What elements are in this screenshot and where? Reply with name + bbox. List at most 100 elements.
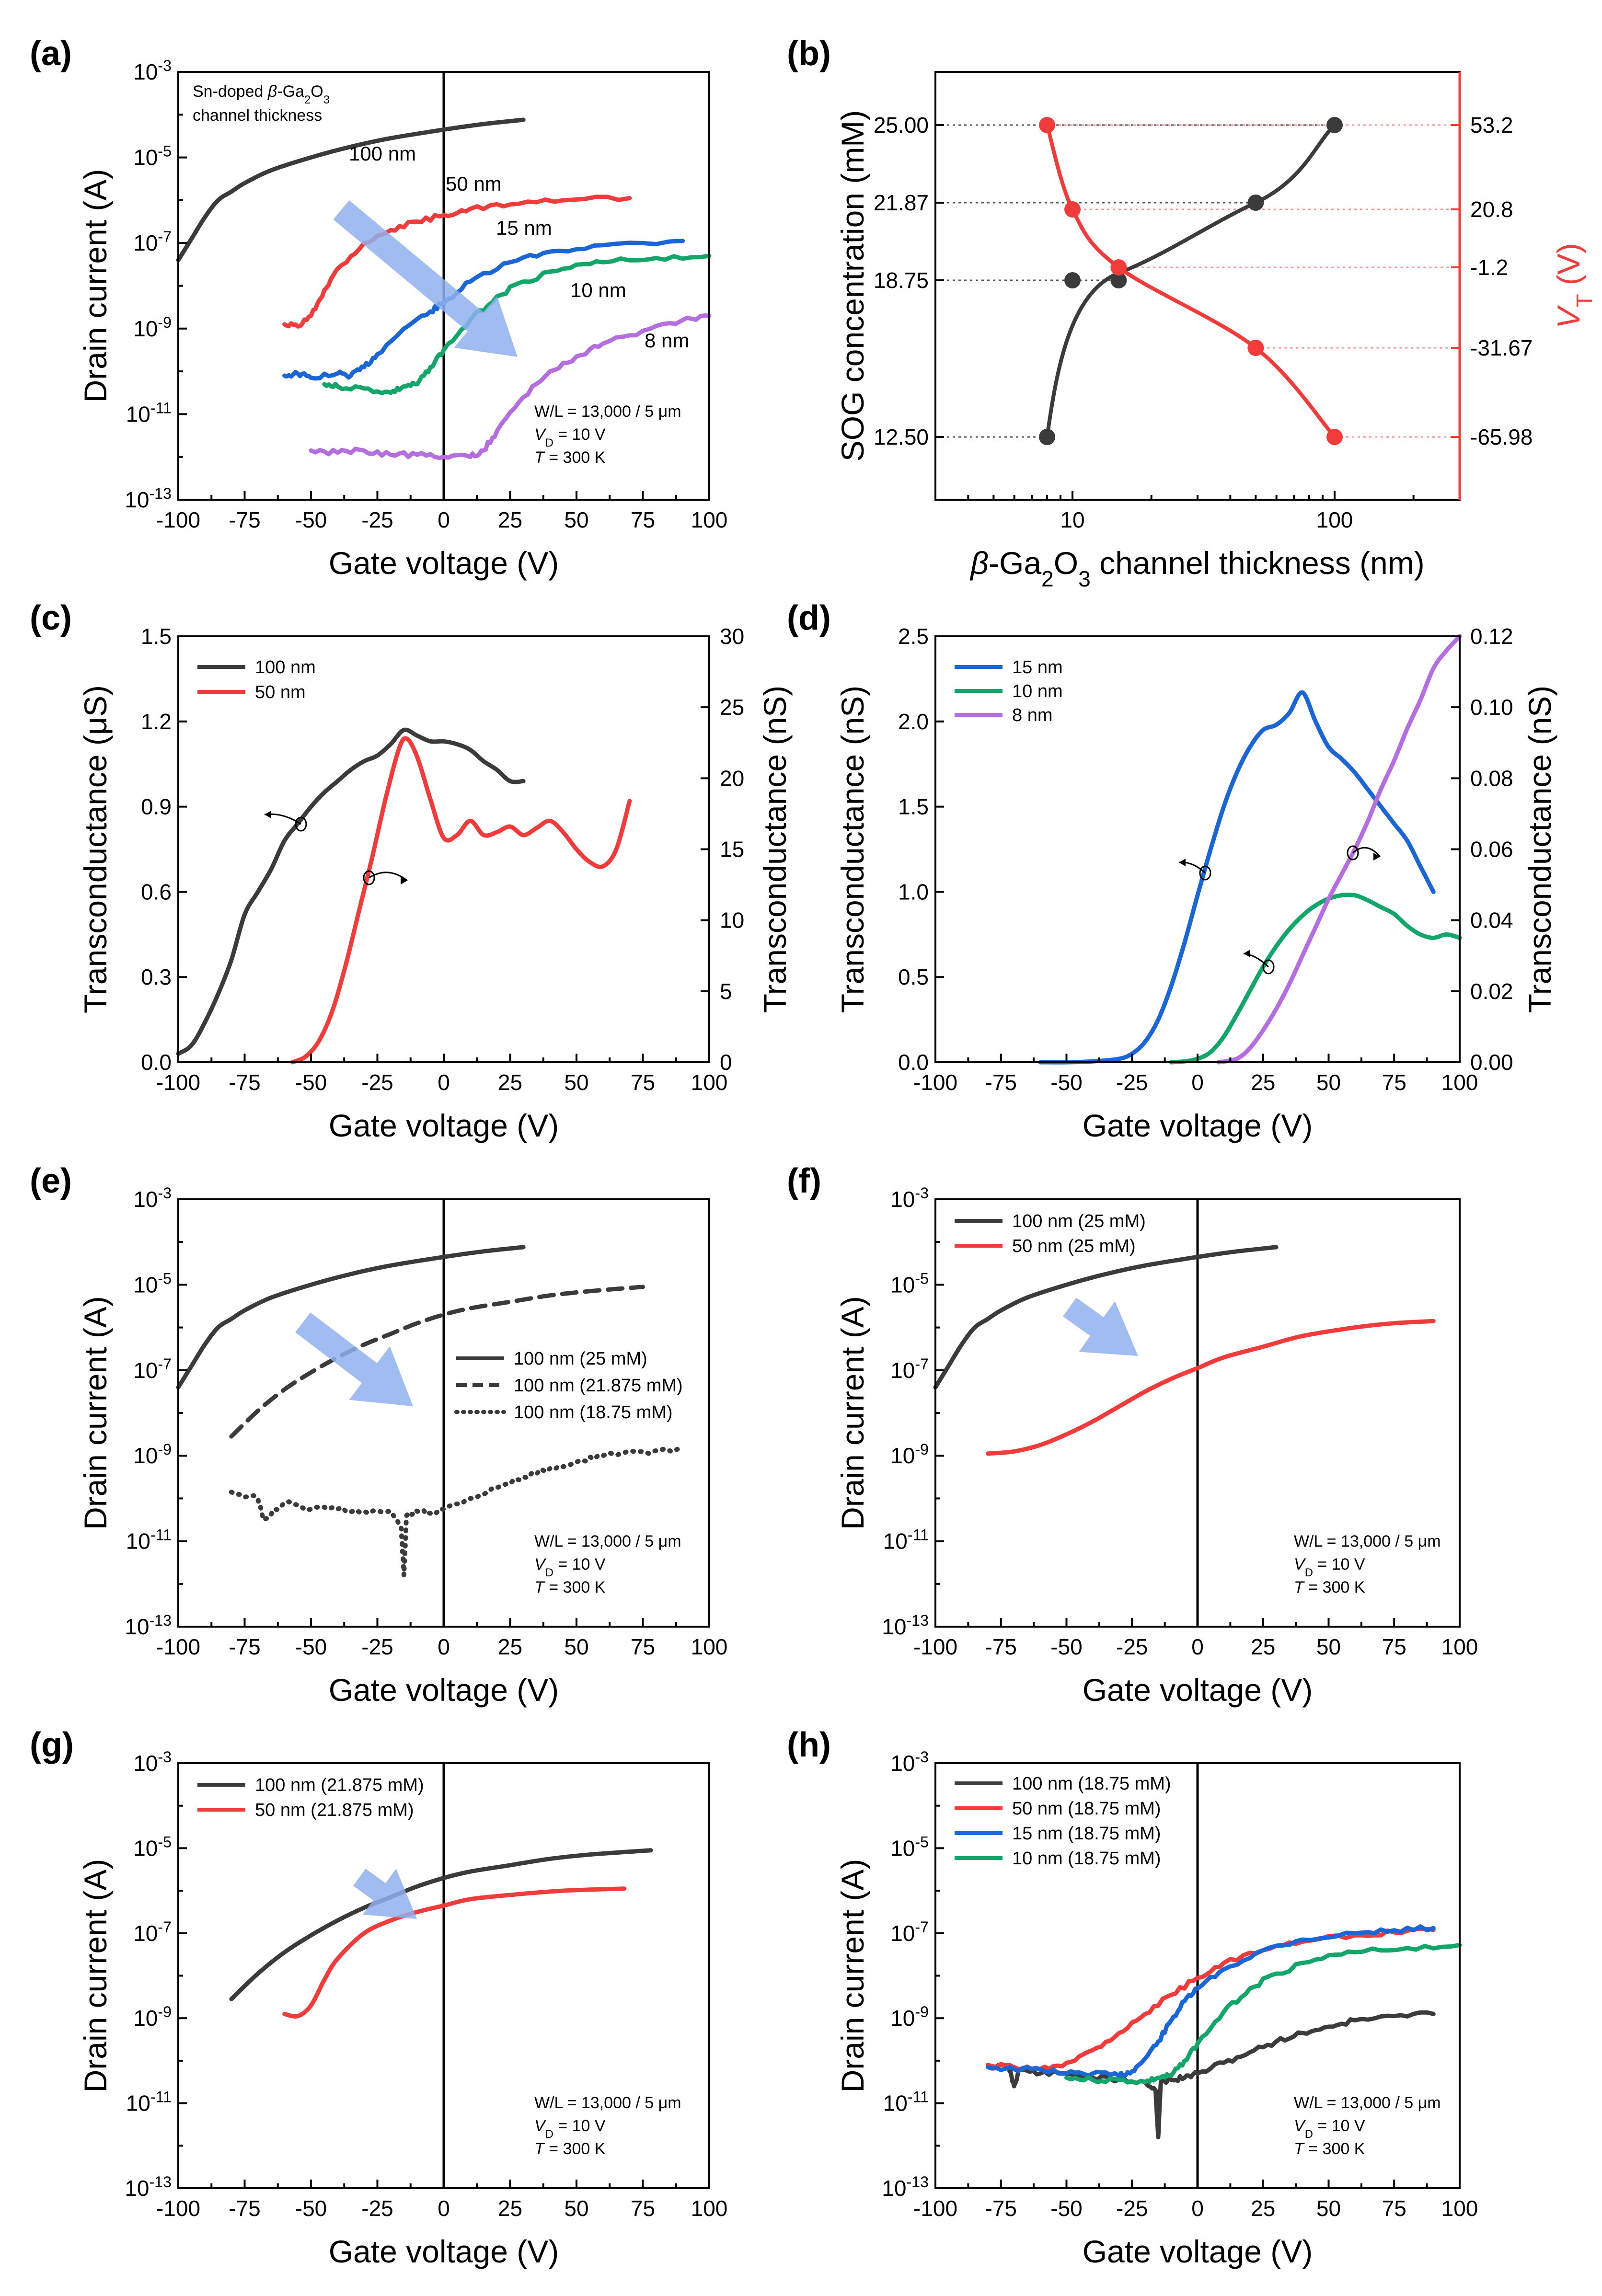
series-line-d: [1038, 690, 1436, 1065]
panel-label-f: (f): [787, 1162, 821, 1200]
y-right-tick-label-b: 53.2: [1470, 113, 1513, 138]
legend-item-h: 100 nm (18.75 mM): [1012, 1774, 1171, 1794]
legend-item-g: 50 nm (21.875 mM): [255, 1800, 414, 1820]
y-right-tick-label-d: 0.10: [1470, 695, 1513, 720]
x-tick-label-d: -25: [1116, 1070, 1148, 1095]
panel-label-b: (b): [787, 34, 831, 73]
axis-pointer-c-left: [295, 816, 307, 832]
y-axis-label-left-a: Drain current (A): [78, 169, 113, 403]
y-tick-label-g: 10-9: [133, 2003, 172, 2031]
y-tick-label-h-part: 10: [890, 1836, 915, 1860]
conditions-e: VD = 10 V: [534, 1555, 606, 1579]
series-line-c: [290, 736, 632, 1065]
y-right-tick-label-d: 0.00: [1470, 1050, 1513, 1075]
y-tick-label-e-part: 10: [133, 1443, 158, 1468]
y-tick-label-g-part: 10: [133, 2006, 158, 2031]
conditions-h-part: T: [1294, 2140, 1305, 2158]
annotation-a-part: O: [311, 82, 323, 101]
conditions-a-part: T: [534, 448, 545, 467]
y-axis-label-right-b-part: (V): [1551, 243, 1586, 294]
panel-label-h: (h): [787, 1726, 831, 1764]
y-tick-label-d: 1.0: [898, 879, 929, 904]
y-tick-label-a-part: 10: [133, 230, 158, 255]
conditions-e-part: D: [545, 1566, 553, 1579]
y-tick-label-e-part: -13: [149, 1612, 172, 1629]
x-tick-label-f: -100: [913, 1634, 957, 1659]
panel-c: -100 -75 -50 -25 0 25 50 75 1000.00.30.60.91.21.…: [30, 599, 793, 1143]
x-tick-label-c: 25: [498, 1070, 522, 1095]
y-axis-label-right-b-part: T: [1572, 294, 1597, 308]
y-tick-label-c: 1.2: [141, 709, 172, 734]
y-tick-label-f-part: 10: [890, 1443, 915, 1468]
y-tick-label-g-part: 10: [126, 2091, 150, 2116]
y-tick-label-f-part: 10: [882, 1614, 906, 1639]
y-tick-label-f: 10-3: [890, 1184, 929, 1212]
panel-e: -100 -75 -50 -25 0 25 50 75 10010-1310-1110-910-…: [30, 1162, 727, 1708]
legend-item-c: 100 nm: [255, 657, 316, 677]
y-tick-label-f-part: 10: [890, 1272, 915, 1297]
y-tick-label-f-part: -13: [906, 1612, 929, 1629]
conditions-a-part: = 300 K: [544, 448, 606, 467]
x-tick-label-a: 25: [498, 507, 522, 532]
y-tick-label-g: 10-11: [126, 2089, 172, 2116]
x-tick-label-g: -25: [361, 2196, 393, 2221]
x-tick-label-a: -100: [156, 507, 200, 532]
x-tick-label-g: 0: [438, 2196, 450, 2221]
x-tick-label-e: 100: [691, 1634, 728, 1659]
series-line-e: [176, 1245, 526, 1389]
x-axis-label-b: β-Ga2O3 channel thickness (nm): [969, 545, 1424, 591]
conditions-g-part: = 300 K: [544, 2140, 606, 2158]
y-right-tick-label-d: 0.02: [1470, 979, 1513, 1004]
y-tick-label-a-part: 10: [125, 487, 149, 512]
x-tick-label-g: 100: [691, 2196, 728, 2221]
y-right-tick-label-c: 25: [720, 695, 744, 720]
x-tick-label-c: -100: [156, 1070, 200, 1095]
x-tick-label-d: 25: [1251, 1070, 1275, 1095]
y-tick-label-g-part: 10: [125, 2176, 149, 2201]
x-tick-label-c: 100: [691, 1070, 728, 1095]
y-right-tick-label-c: 0: [720, 1050, 732, 1075]
x-tick-label-h: 0: [1191, 2196, 1204, 2221]
y-right-tick-label-d: 0.12: [1470, 624, 1513, 649]
x-tick-label-e: -100: [156, 1634, 200, 1659]
y-axis-label-left-h-part: Drain current (A): [835, 1859, 870, 2093]
y-tick-label-f: 10-7: [890, 1355, 929, 1383]
y-axis-label-left-a-part: Drain current (A): [78, 169, 113, 403]
x-tick-label-a: -25: [361, 507, 393, 532]
y-axis-label-left-h: Drain current (A): [835, 1859, 870, 2093]
y-tick-label-h-part: -11: [908, 2089, 929, 2106]
y-tick-label-a-part: -9: [158, 314, 172, 331]
y-right-tick-label-c: 10: [720, 908, 744, 933]
y-tick-label-d: 0.0: [898, 1050, 929, 1075]
conditions-h-part: = 300 K: [1304, 2140, 1365, 2158]
series-line-e: [229, 1446, 680, 1578]
y-tick-label-e-part: -11: [150, 1527, 172, 1544]
conditions-e-part: T: [534, 1578, 545, 1596]
y-tick-label-g: 10-7: [133, 1918, 172, 1946]
x-axis-label-b-part: -Ga: [989, 545, 1041, 581]
x-tick-label-d: -50: [1050, 1070, 1082, 1095]
conditions-a: T = 300 K: [534, 448, 606, 467]
legend-item-h: 15 nm (18.75 mM): [1012, 1824, 1161, 1844]
panel-h: -100 -75 -50 -25 0 25 50 75 10010-1310-1110-910-…: [787, 1726, 1478, 2269]
annotation-a-part: β: [267, 82, 277, 101]
y-tick-label-g-part: -3: [158, 1748, 172, 1766]
conditions-g-part: = 10 V: [553, 2117, 606, 2135]
legend-item-f: 50 nm (25 mM): [1012, 1236, 1136, 1256]
y-tick-label-e-part: -9: [158, 1441, 172, 1458]
y-tick-label-h: 10-9: [890, 2003, 929, 2031]
x-tick-label-e: -25: [361, 1634, 393, 1659]
conditions-h-part: V: [1294, 2117, 1306, 2135]
conditions-f-part: D: [1305, 1566, 1313, 1579]
y-tick-label-c: 0.9: [141, 794, 172, 819]
y-axis-label-right-d: Transconductance (nS): [1522, 686, 1557, 1013]
conditions-g: W/L = 13,000 / 5 μm: [534, 2094, 681, 2112]
x-tick-label-c: -50: [295, 1070, 327, 1095]
conditions-f-part: T: [1294, 1578, 1305, 1596]
conditions-e: T = 300 K: [534, 1578, 606, 1596]
axis-pointer-head-d-green: [1244, 950, 1250, 957]
conditions-a: VD = 10 V: [534, 425, 606, 449]
y-axis-label-left-b-part: SOG concentration (mM): [835, 110, 870, 462]
series-line-a: [309, 313, 712, 460]
y-tick-label-e: 10-9: [133, 1441, 172, 1468]
